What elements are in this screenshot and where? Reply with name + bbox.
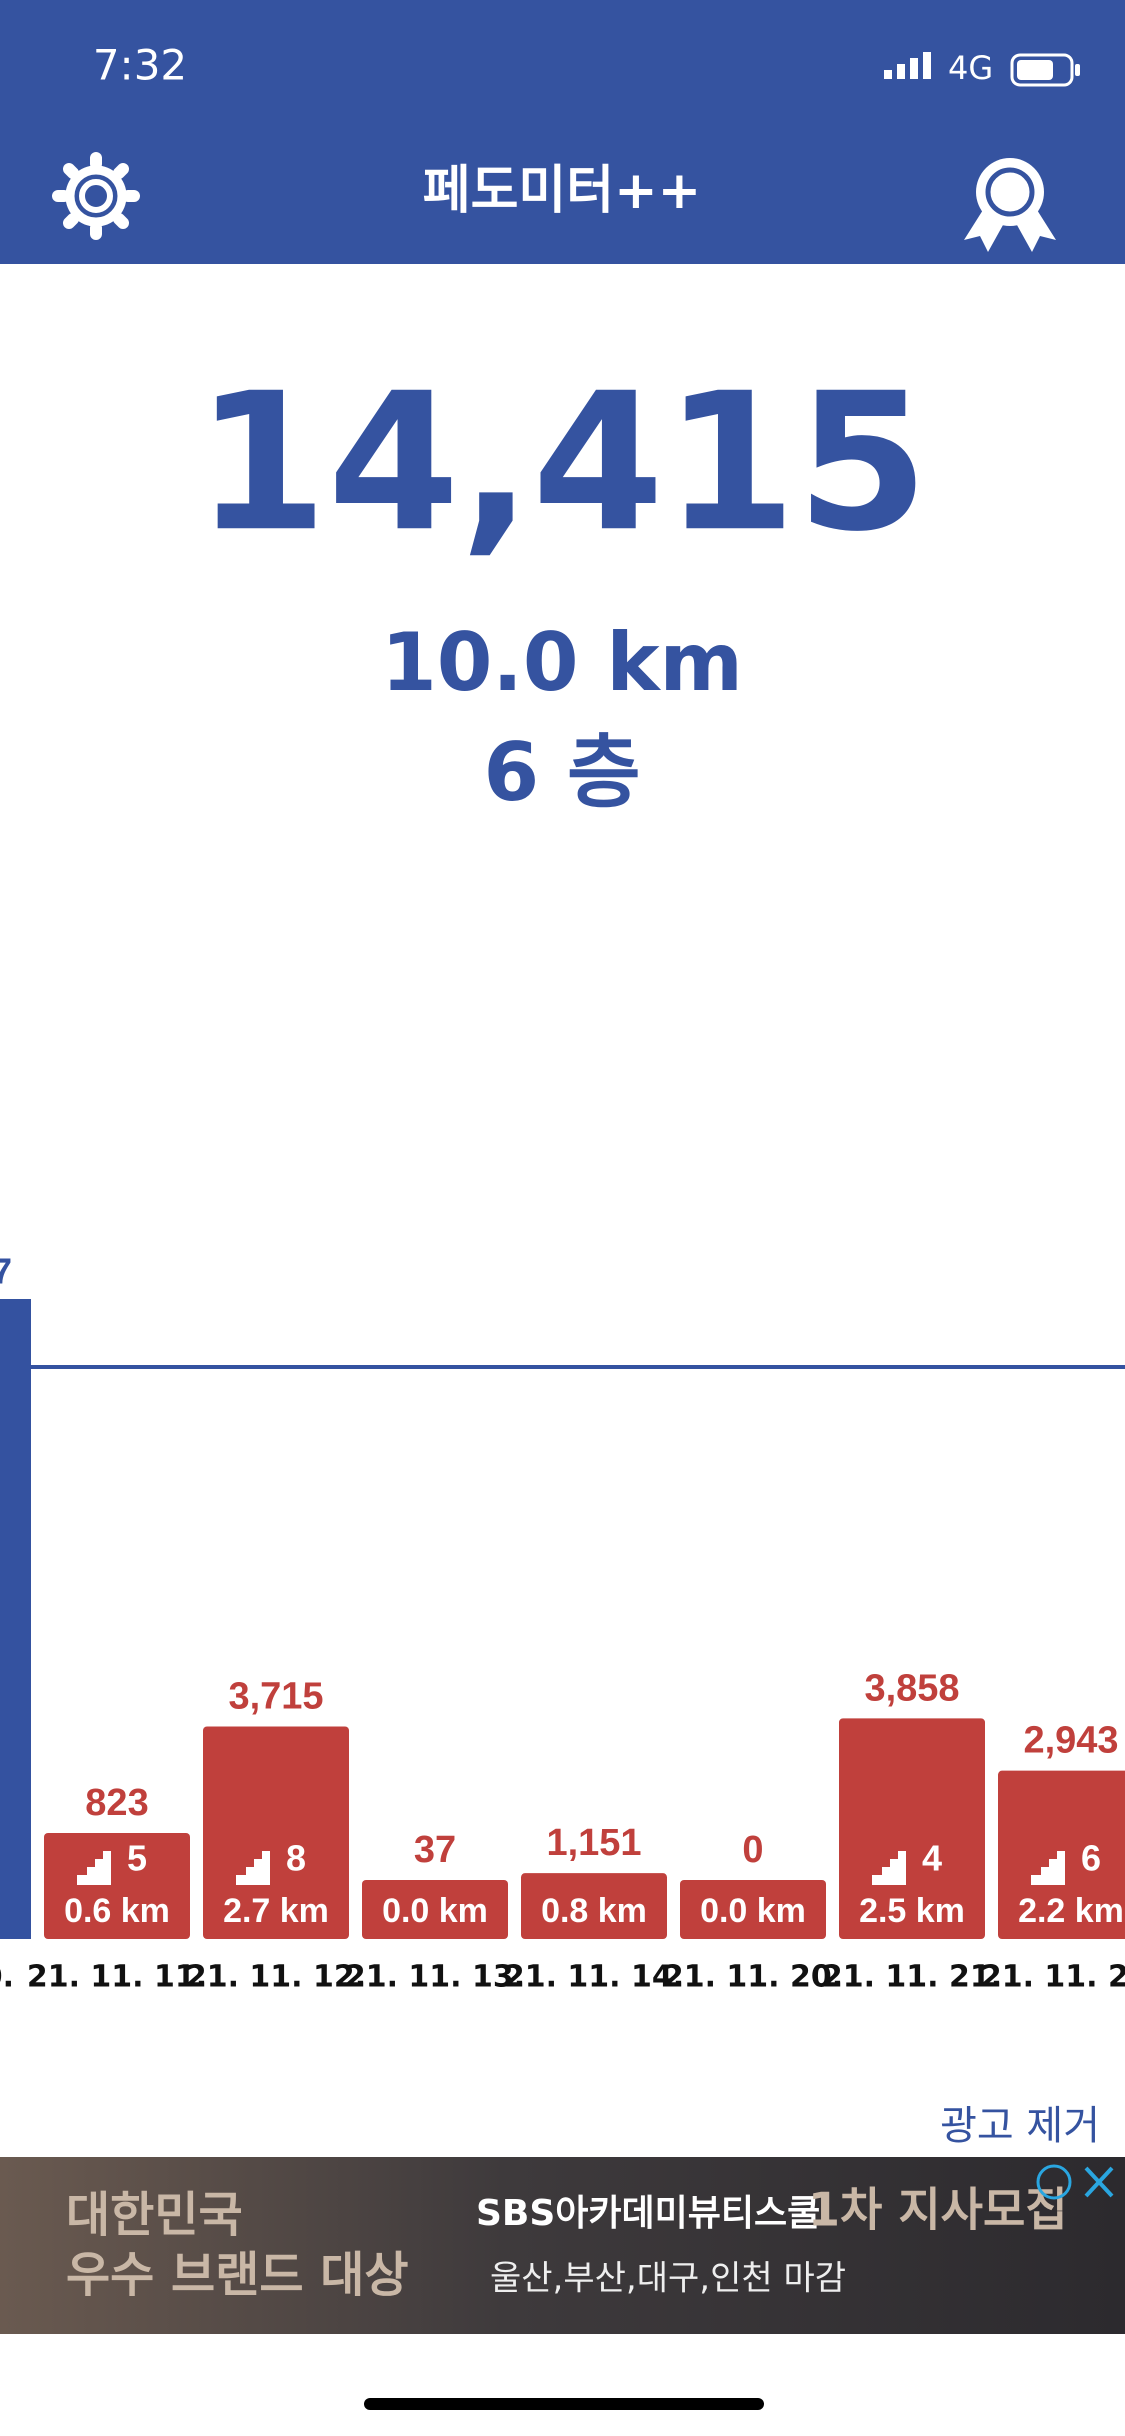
partial-bar-label: 7: [0, 1251, 12, 1292]
stairs-icon: [236, 1851, 270, 1885]
ad-text: 울산,부산,대구,인천 마감: [490, 2259, 846, 2299]
stairs-icon: [1031, 1851, 1065, 1885]
status-time: 7:32: [93, 41, 187, 90]
bar: [680, 1880, 826, 1939]
bar-floors: 4: [922, 1838, 942, 1879]
bar: [521, 1873, 667, 1939]
partial-date: 0.: [0, 1960, 14, 1995]
bar: [203, 1726, 349, 1939]
bar: [362, 1880, 508, 1939]
ad-text: SBS아카데미뷰티스쿨: [476, 2193, 820, 2234]
bar-value-label: 3,858: [864, 1667, 959, 1709]
x-tick-label: 21. 11. 12.: [186, 1960, 366, 1995]
ad-info-icon[interactable]: [1036, 2164, 1072, 2200]
achievements-button[interactable]: [964, 158, 1056, 252]
ad-text: 대한민국: [66, 2187, 243, 2243]
step-count: 14,415: [195, 352, 928, 573]
bar-distance: 2.2 km: [1018, 1892, 1124, 1930]
distance: 10.0 km: [381, 616, 743, 709]
stairs-icon: [77, 1851, 111, 1885]
bar-floors: 6: [1081, 1838, 1101, 1879]
bar-value-label: 37: [414, 1829, 456, 1871]
bar-value-label: 0: [742, 1829, 763, 1871]
top-bar: [0, 0, 1125, 264]
bar-distance: 0.8 km: [541, 1892, 647, 1930]
signal-icon: [884, 52, 931, 79]
home-indicator: [364, 2398, 764, 2410]
app-title: 페도미터++: [423, 161, 702, 221]
bar-value-label: 1,151: [546, 1822, 641, 1864]
ad-text: 1차 지사모집: [808, 2183, 1068, 2237]
status-network: 4G: [948, 49, 993, 87]
partial-bar: [0, 1299, 31, 1939]
x-tick-label: 21. 11. 20.: [663, 1960, 843, 1995]
daily-chart: 823 5 0.6 km 21. 11. 11. 3,715 8 2.7 km 21. 11.…: [27, 1365, 1125, 1995]
bar-distance: 0.6 km: [64, 1892, 170, 1930]
x-tick-label: 21. 11. 21.: [822, 1960, 1002, 1995]
ad-close-icon[interactable]: [1084, 2166, 1114, 2198]
x-tick-label: 21. 11. 11.: [27, 1960, 207, 1995]
bar: [44, 1833, 190, 1939]
bar-distance: 0.0 km: [700, 1892, 806, 1930]
remove-ads-link[interactable]: 광고 제거: [940, 2103, 1100, 2149]
battery-icon: [1010, 53, 1080, 87]
bar-value-label: 3,715: [228, 1676, 323, 1718]
bar-floors: 5: [127, 1838, 147, 1879]
stairs-icon: [872, 1851, 906, 1885]
bar-distance: 0.0 km: [382, 1892, 488, 1930]
settings-button[interactable]: [52, 152, 140, 240]
ad-text: 우수 브랜드 대상: [66, 2247, 409, 2303]
bar-floors: 8: [286, 1838, 306, 1879]
bar-distance: 2.7 km: [223, 1892, 329, 1930]
x-tick-label: 21. 11. 13.: [345, 1960, 525, 1995]
x-tick-label: 21. 11. 14.: [504, 1960, 684, 1995]
ad-banner[interactable]: 대한민국 우수 브랜드 대상 SBS아카데미뷰티스쿨 1차 지사모집 울산,부산…: [0, 2157, 1125, 2334]
floors: 6 층: [483, 726, 640, 819]
bar-distance: 2.5 km: [859, 1892, 965, 1930]
bar-value-label: 823: [85, 1782, 148, 1824]
bar-value-label: 2,943: [1023, 1720, 1118, 1762]
x-tick-label: 21. 11. 22.: [981, 1960, 1125, 1995]
